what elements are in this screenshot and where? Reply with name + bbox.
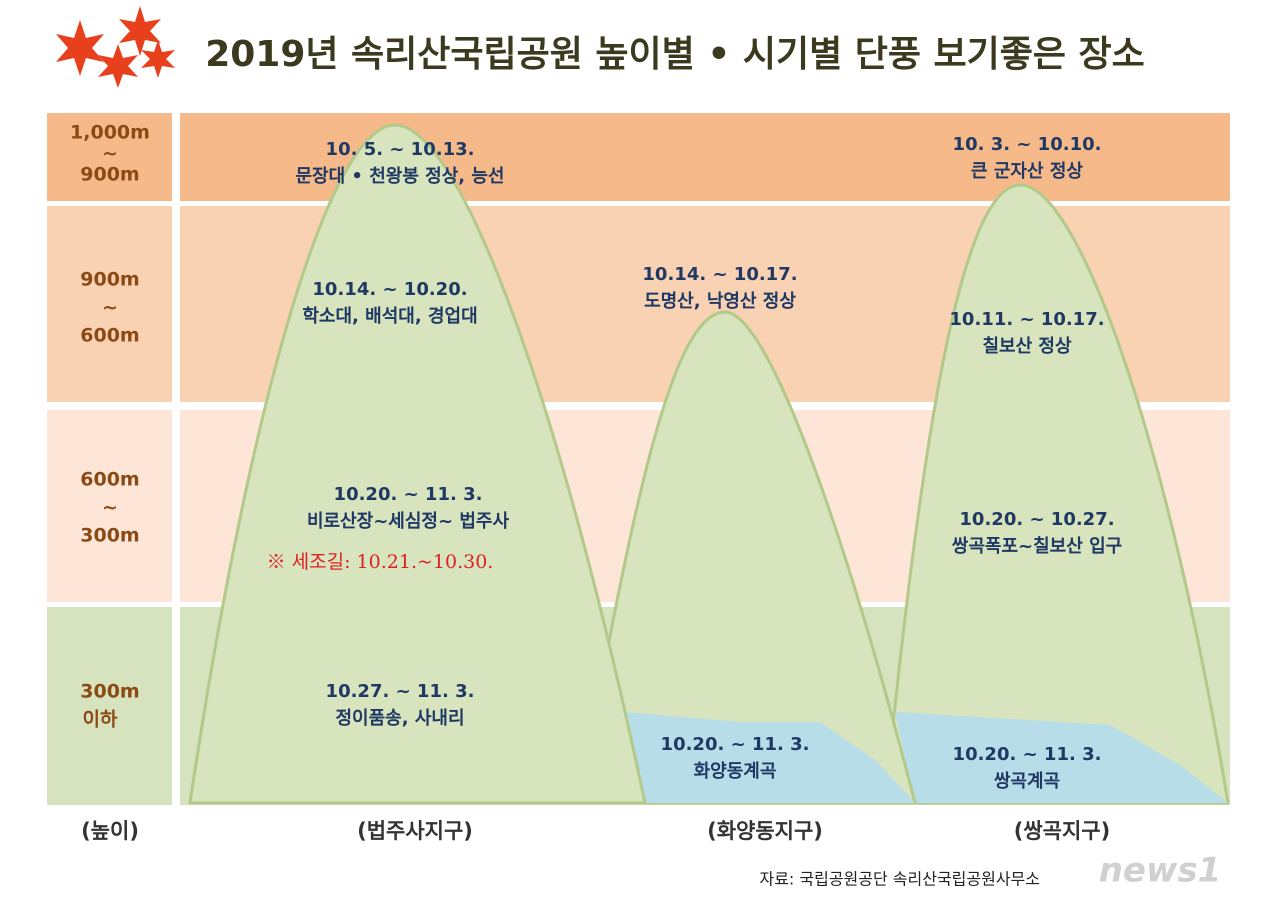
spot-place: 큰 군자산 정상	[971, 161, 1083, 182]
height-axis-label: (높이)	[81, 819, 139, 843]
spot-date: 10.11. ~ 10.17.	[949, 309, 1104, 330]
height-label: 600m	[80, 325, 139, 347]
district-label: (쌍곡지구)	[1014, 819, 1110, 843]
height-label: 300m	[80, 525, 139, 547]
spot-date: 10. 5. ~ 10.13.	[326, 139, 475, 160]
spot-place: 화양동계곡	[694, 761, 777, 782]
height-label: 900m	[80, 164, 139, 186]
mountains	[188, 123, 1230, 805]
spot-date: 10.14. ~ 10.20.	[312, 279, 467, 300]
spot-place: 쌍곡계곡	[994, 771, 1060, 792]
spot-date: 10. 3. ~ 10.10.	[953, 134, 1102, 155]
height-label: 600m	[80, 469, 139, 491]
height-label: 900m	[80, 269, 139, 291]
spot-place: 문장대 • 천왕봉 정상, 능선	[295, 166, 504, 187]
note: ※ 세조길: 10.21.~10.30.	[267, 551, 494, 573]
height-label: 이하	[83, 709, 118, 731]
height-label: 1,000m	[70, 122, 150, 144]
district-label: (법주사지구)	[357, 819, 473, 843]
spot-date: 10.14. ~ 10.17.	[642, 264, 797, 285]
spot-date: 10.20. ~ 11. 3.	[953, 744, 1102, 765]
watermark: news1	[1099, 851, 1222, 891]
height-label: 300m	[80, 681, 139, 703]
spot-place: 쌍곡폭포~칠보산 입구	[952, 535, 1122, 557]
spot-place: 정이품송, 사내리	[335, 708, 464, 729]
spot-place: 칠보산 정상	[982, 336, 1072, 357]
height-label: ~	[102, 297, 118, 319]
spot-place: 학소대, 배석대, 경업대	[302, 305, 477, 327]
spot-date: 10.20. ~ 11. 3.	[334, 484, 483, 505]
district-label: (화양동지구)	[707, 819, 823, 843]
height-label: ~	[102, 143, 118, 165]
spot-place: 비로산장~세심정~ 법주사	[307, 511, 509, 532]
spot-date: 10.20. ~ 10.27.	[959, 509, 1114, 530]
source: 자료: 국립공원공단 속리산국립공원사무소	[759, 870, 1040, 889]
leaf-icon	[56, 6, 175, 88]
title: 2019년 속리산국립공원 높이별 • 시기별 단풍 보기좋은 장소	[205, 34, 1145, 75]
spot-date: 10.27. ~ 11. 3.	[326, 681, 475, 702]
height-label: ~	[102, 497, 118, 519]
spot-place: 도명산, 낙영산 정상	[644, 291, 796, 312]
spot-date: 10.20. ~ 11. 3.	[661, 734, 810, 755]
